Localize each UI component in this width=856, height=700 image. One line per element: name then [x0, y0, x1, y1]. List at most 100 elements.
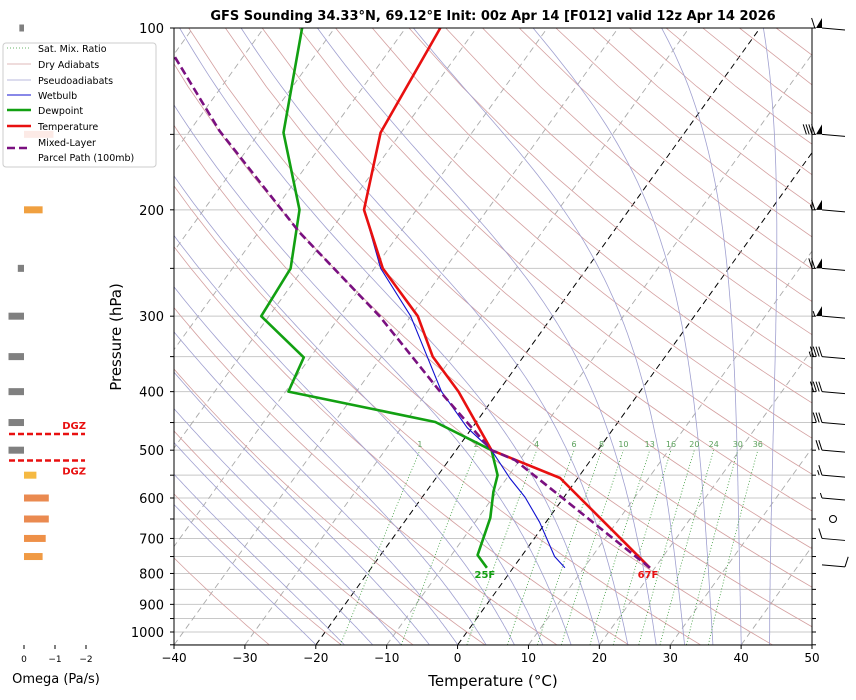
wind-barb-full	[813, 413, 816, 423]
mixing-ratio-label: 16	[666, 440, 676, 449]
mixing-ratio-label: 1	[417, 440, 422, 449]
wind-barbs	[803, 18, 848, 567]
mixing-ratio-label: 6	[572, 440, 577, 449]
legend-label-dewpoint: Dewpoint	[38, 106, 83, 117]
isotherm-line	[458, 28, 856, 645]
wind-barb-full	[845, 557, 848, 567]
omega-bar	[24, 206, 43, 213]
x-tick-label: 30	[663, 651, 678, 665]
wind-barb-flag	[816, 200, 822, 210]
omega-bar	[19, 25, 24, 32]
y-tick-label: 400	[139, 386, 164, 401]
wind-barb-staff	[822, 134, 845, 136]
wind-barb-full	[803, 124, 806, 134]
wind-barb	[816, 440, 845, 452]
mixing-ratio-label: 36	[753, 440, 763, 449]
legend-label-parcel-path-2: Parcel Path (100mb)	[38, 153, 134, 164]
y-tick-label: 200	[139, 204, 164, 219]
wind-barb-full	[819, 528, 822, 538]
omega-axis-label: Omega (Pa/s)	[12, 672, 100, 687]
mixing-ratio-label: 4	[534, 440, 539, 449]
dry-adiabat-line	[372, 28, 856, 645]
mixing-ratio-line	[660, 450, 714, 645]
pseudoadiabat-line	[413, 28, 684, 645]
wind-barb-staff	[822, 450, 845, 452]
omega-bar	[24, 495, 49, 502]
dry-adiabat-line	[776, 28, 856, 645]
isotherm-line	[174, 28, 618, 645]
y-tick-label: 800	[139, 567, 164, 582]
mixing-ratio-label: 30	[733, 440, 743, 449]
wind-barb-staff	[822, 423, 845, 425]
temperature-surface-label: 67F	[638, 570, 659, 581]
dry-adiabat-line	[336, 28, 856, 645]
isotherm-line	[812, 28, 856, 645]
wind-barb-full	[816, 413, 819, 423]
calm-wind-circle	[830, 515, 837, 522]
y-tick-label: 100	[139, 22, 164, 37]
isotherm-line	[599, 28, 856, 645]
dry-adiabat-line	[225, 28, 856, 645]
dry-adiabat-line	[409, 28, 856, 645]
wind-barb-staff	[822, 316, 845, 318]
dry-adiabat-line	[152, 28, 844, 645]
mixing-ratio-line	[467, 450, 537, 645]
mixing-ratio-line	[686, 450, 737, 645]
wind-barb-full	[819, 347, 822, 357]
dry-adiabat-line	[629, 28, 856, 645]
legend-label-sat-mix-ratio: Sat. Mix. Ratio	[38, 44, 107, 55]
chart-title: GFS Sounding 34.33°N, 69.12°E Init: 00z …	[210, 9, 775, 24]
wind-barb-half	[813, 311, 815, 316]
omega-bar	[24, 515, 49, 522]
isotherm-line	[245, 28, 689, 645]
x-tick-label: 40	[733, 651, 748, 665]
wind-barb	[812, 18, 845, 30]
y-tick-label: 900	[139, 598, 164, 613]
wind-barb-flag	[816, 18, 822, 28]
pseudoadiabat-line	[763, 28, 776, 645]
mixing-ratio-line	[561, 450, 623, 645]
omega-bar	[9, 419, 25, 426]
omega-tick-label: −2	[79, 655, 92, 665]
mixing-ratio-label: 8	[599, 440, 604, 449]
mixing-ratio-label: 20	[689, 440, 699, 449]
x-tick-label: 10	[521, 651, 536, 665]
dgz-label: DGZ	[62, 421, 86, 432]
dry-adiabat-line	[703, 28, 856, 645]
dry-adiabat-line	[666, 28, 856, 645]
wind-barb	[813, 306, 845, 318]
x-tick-label: −40	[161, 651, 186, 665]
omega-bar	[24, 553, 43, 560]
wind-barb-staff	[822, 357, 845, 359]
y-tick-label: 600	[139, 492, 164, 507]
mixing-ratio-label: 13	[645, 440, 655, 449]
legend-label-parcel-path: Mixed-Layer	[38, 138, 96, 149]
wind-barb-full	[813, 347, 816, 357]
dewpoint-surface-label: 25F	[475, 570, 496, 581]
x-tick-label: −30	[232, 651, 257, 665]
wind-barb-full	[819, 413, 822, 423]
mixing-ratio-line	[401, 450, 476, 645]
dry-adiabat-line	[593, 28, 856, 645]
mixing-ratio-line	[613, 450, 671, 645]
wind-barb-staff	[822, 538, 845, 540]
legend-label-wetbulb: Wetbulb	[38, 91, 77, 102]
wind-barb-full	[819, 382, 822, 392]
wind-barb-staff	[822, 268, 845, 270]
wind-barb	[813, 413, 845, 425]
wind-barb-staff	[822, 210, 845, 212]
omega-tick-label: −1	[48, 655, 61, 665]
wind-barb-full	[819, 465, 822, 475]
isotherm-line	[103, 28, 547, 645]
pseudoadiabat-line	[129, 28, 571, 645]
x-tick-label: 20	[592, 651, 607, 665]
parcel-path-line	[174, 55, 650, 567]
wind-barb-staff	[822, 475, 845, 477]
wind-barb	[822, 557, 848, 567]
dgz-label: DGZ	[62, 466, 86, 477]
x-tick-label: 50	[804, 651, 819, 665]
dry-adiabat-line	[813, 28, 856, 645]
wind-barb-full	[816, 347, 819, 357]
